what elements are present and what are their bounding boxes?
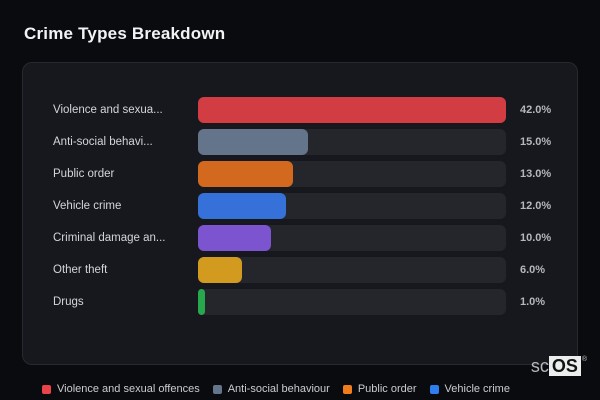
scos-logo: sc OS ® xyxy=(531,356,587,376)
bar-value-label: 1.0% xyxy=(520,296,546,308)
legend-swatch-icon xyxy=(429,384,439,394)
bar-value-label: 12.0% xyxy=(520,200,552,212)
legend-item-public-order[interactable]: Public order xyxy=(342,383,417,395)
legend-swatch-icon xyxy=(212,384,222,394)
legend-swatch-icon xyxy=(42,384,51,394)
bar-row: Criminal damage an... 10.0% xyxy=(23,225,577,251)
category-label: Criminal damage an... xyxy=(53,232,166,244)
bar-row: Other theft 6.0% xyxy=(23,257,577,283)
category-label: Vehicle crime xyxy=(53,200,122,212)
category-label: Violence and sexua... xyxy=(53,104,163,116)
bar-value-label: 6.0% xyxy=(520,264,546,276)
bar-fill[interactable] xyxy=(198,161,294,187)
bar-track xyxy=(198,289,506,315)
legend-label: Vehicle crime xyxy=(444,383,510,395)
bar-track xyxy=(198,225,506,251)
category-label: Drugs xyxy=(53,296,84,308)
category-label: Other theft xyxy=(53,264,108,276)
chart-legend: Violence and sexual offences Anti-social… xyxy=(42,383,510,395)
bar-chart: Violence and sexua... 42.0% Anti-social … xyxy=(23,97,577,315)
bar-value-label: 42.0% xyxy=(520,104,552,116)
bar-row: Anti-social behavi... 15.0% xyxy=(23,129,577,155)
bar-fill[interactable] xyxy=(198,193,286,219)
logo-text-os: OS xyxy=(548,356,581,376)
bar-fill[interactable] xyxy=(198,257,242,283)
bar-track xyxy=(198,161,506,187)
registered-mark-icon: ® xyxy=(581,356,587,363)
legend-label: Anti-social behaviour xyxy=(227,383,330,395)
category-label: Anti-social behavi... xyxy=(53,136,153,148)
bar-value-label: 15.0% xyxy=(520,136,552,148)
page-title: Crime Types Breakdown xyxy=(24,24,226,43)
bar-track xyxy=(198,97,506,123)
legend-swatch-icon xyxy=(342,384,352,394)
chart-panel: Violence and sexua... 42.0% Anti-social … xyxy=(22,62,578,365)
bar-fill[interactable] xyxy=(198,129,308,155)
logo-text-sc: sc xyxy=(530,356,549,376)
legend-item-vehicle-crime[interactable]: Vehicle crime xyxy=(429,383,510,395)
bar-value-label: 10.0% xyxy=(520,232,552,244)
bar-track xyxy=(198,193,506,219)
bar-fill[interactable] xyxy=(198,97,506,123)
category-label: Public order xyxy=(53,168,115,180)
legend-item-antisocial[interactable]: Anti-social behaviour xyxy=(212,383,330,395)
bar-fill[interactable] xyxy=(198,225,272,251)
bar-row: Drugs 1.0% xyxy=(23,289,577,315)
bar-value-label: 13.0% xyxy=(520,168,552,180)
bar-fill[interactable] xyxy=(198,289,206,315)
bar-track xyxy=(198,257,506,283)
legend-label: Violence and sexual offences xyxy=(57,383,200,395)
legend-label: Public order xyxy=(357,383,417,395)
bar-track xyxy=(198,129,506,155)
bar-row: Public order 13.0% xyxy=(23,161,577,187)
legend-item-violence[interactable]: Violence and sexual offences xyxy=(42,383,200,395)
bar-row: Vehicle crime 12.0% xyxy=(23,193,577,219)
bar-row: Violence and sexua... 42.0% xyxy=(23,97,577,123)
